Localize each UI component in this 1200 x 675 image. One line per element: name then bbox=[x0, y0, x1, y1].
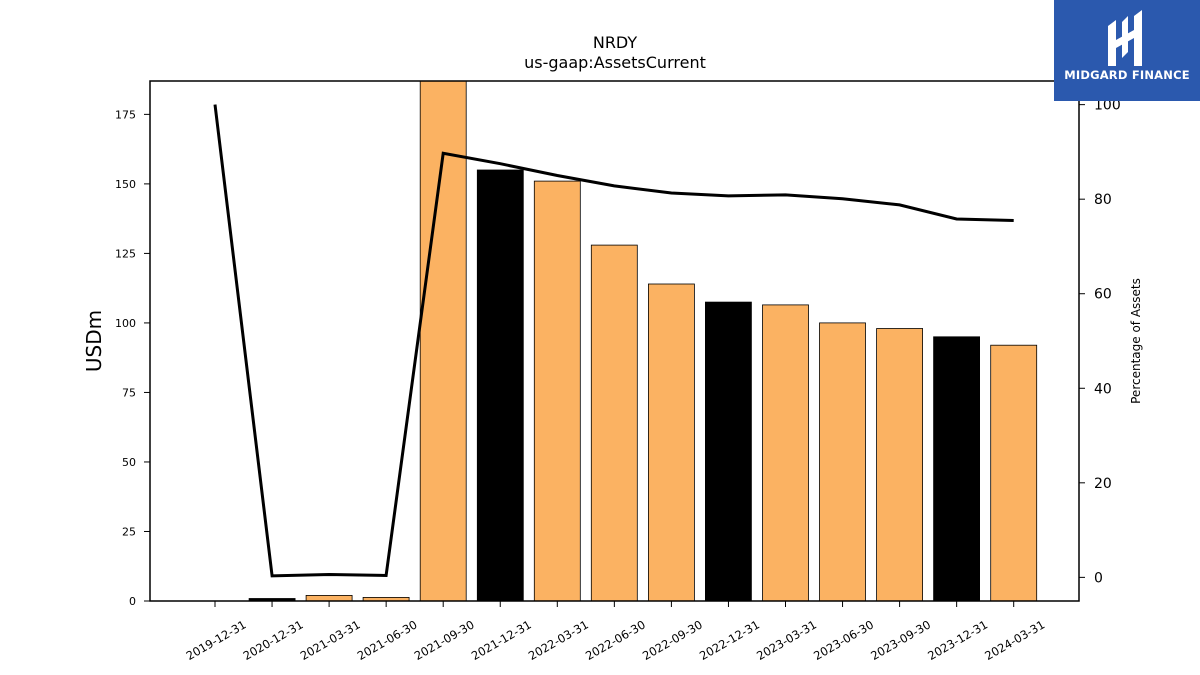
bar bbox=[648, 283, 695, 602]
y2-tick-label: 0 bbox=[1094, 570, 1103, 586]
x-tick-label: 2022-12-31 bbox=[697, 617, 762, 663]
y2-tick-label: 100 bbox=[1094, 98, 1121, 114]
bar-group bbox=[248, 80, 1038, 602]
x-tick-label: 2021-09-30 bbox=[412, 617, 477, 663]
x-tick-label: 2024-03-31 bbox=[982, 617, 1047, 663]
y-tick-label: 0 bbox=[129, 595, 136, 608]
x-tick-label: 2022-03-31 bbox=[526, 617, 591, 663]
bar bbox=[990, 344, 1038, 602]
y-tick-label: 100 bbox=[115, 317, 136, 330]
bar bbox=[819, 322, 866, 602]
x-tick-label: 2021-03-31 bbox=[298, 617, 363, 663]
bar bbox=[419, 80, 467, 602]
bar bbox=[762, 304, 809, 602]
chart-subtitle: us-gaap:AssetsCurrent bbox=[524, 53, 706, 72]
left-y-axis: 0 25 50 75 100 125 150 175 bbox=[115, 108, 150, 608]
y2-tick-label: 20 bbox=[1094, 476, 1112, 492]
bar bbox=[305, 595, 353, 602]
x-tick-label: 2019-12-31 bbox=[184, 617, 249, 663]
chart-title: NRDY bbox=[593, 33, 638, 52]
y2-tick-label: 40 bbox=[1094, 381, 1112, 397]
right-y-axis: 0 20 40 60 80 100 bbox=[1079, 98, 1121, 586]
x-tick-label: 2023-12-31 bbox=[925, 617, 990, 663]
bar bbox=[876, 328, 923, 602]
percentage-line-group bbox=[213, 104, 1014, 578]
y-tick-label: 125 bbox=[115, 247, 136, 260]
x-axis: 2019-12-312020-12-312021-03-312021-06-30… bbox=[184, 601, 1047, 663]
y2-tick-label: 60 bbox=[1094, 287, 1112, 303]
bar bbox=[533, 180, 581, 602]
y-tick-label: 175 bbox=[115, 108, 136, 121]
midgard-finance-logo: MIDGARD FINANCE bbox=[1054, 0, 1200, 101]
bar bbox=[933, 336, 980, 602]
y2-axis-label: Percentage of Assets bbox=[1129, 278, 1143, 404]
percentage-line bbox=[213, 104, 1014, 578]
y-tick-label: 150 bbox=[115, 178, 136, 191]
logo-text: MIDGARD FINANCE bbox=[1064, 68, 1190, 82]
y-tick-label: 25 bbox=[122, 525, 136, 538]
y-axis-label: USDm bbox=[82, 310, 106, 372]
x-tick-label: 2020-12-31 bbox=[241, 617, 306, 663]
x-tick-label: 2021-06-30 bbox=[355, 617, 420, 663]
x-tick-label: 2022-09-30 bbox=[640, 617, 705, 663]
x-tick-label: 2022-06-30 bbox=[583, 617, 648, 663]
x-tick-label: 2023-09-30 bbox=[868, 617, 933, 663]
bar bbox=[705, 301, 752, 602]
y-tick-label: 50 bbox=[122, 456, 136, 469]
x-tick-label: 2021-12-31 bbox=[469, 617, 534, 663]
y2-tick-label: 80 bbox=[1094, 192, 1112, 208]
logo-mark-icon bbox=[1108, 10, 1142, 66]
x-tick-label: 2023-06-30 bbox=[811, 617, 876, 663]
x-tick-label: 2023-03-31 bbox=[754, 617, 819, 663]
y-tick-label: 75 bbox=[122, 386, 136, 399]
bar bbox=[590, 244, 638, 602]
bar bbox=[476, 169, 524, 602]
